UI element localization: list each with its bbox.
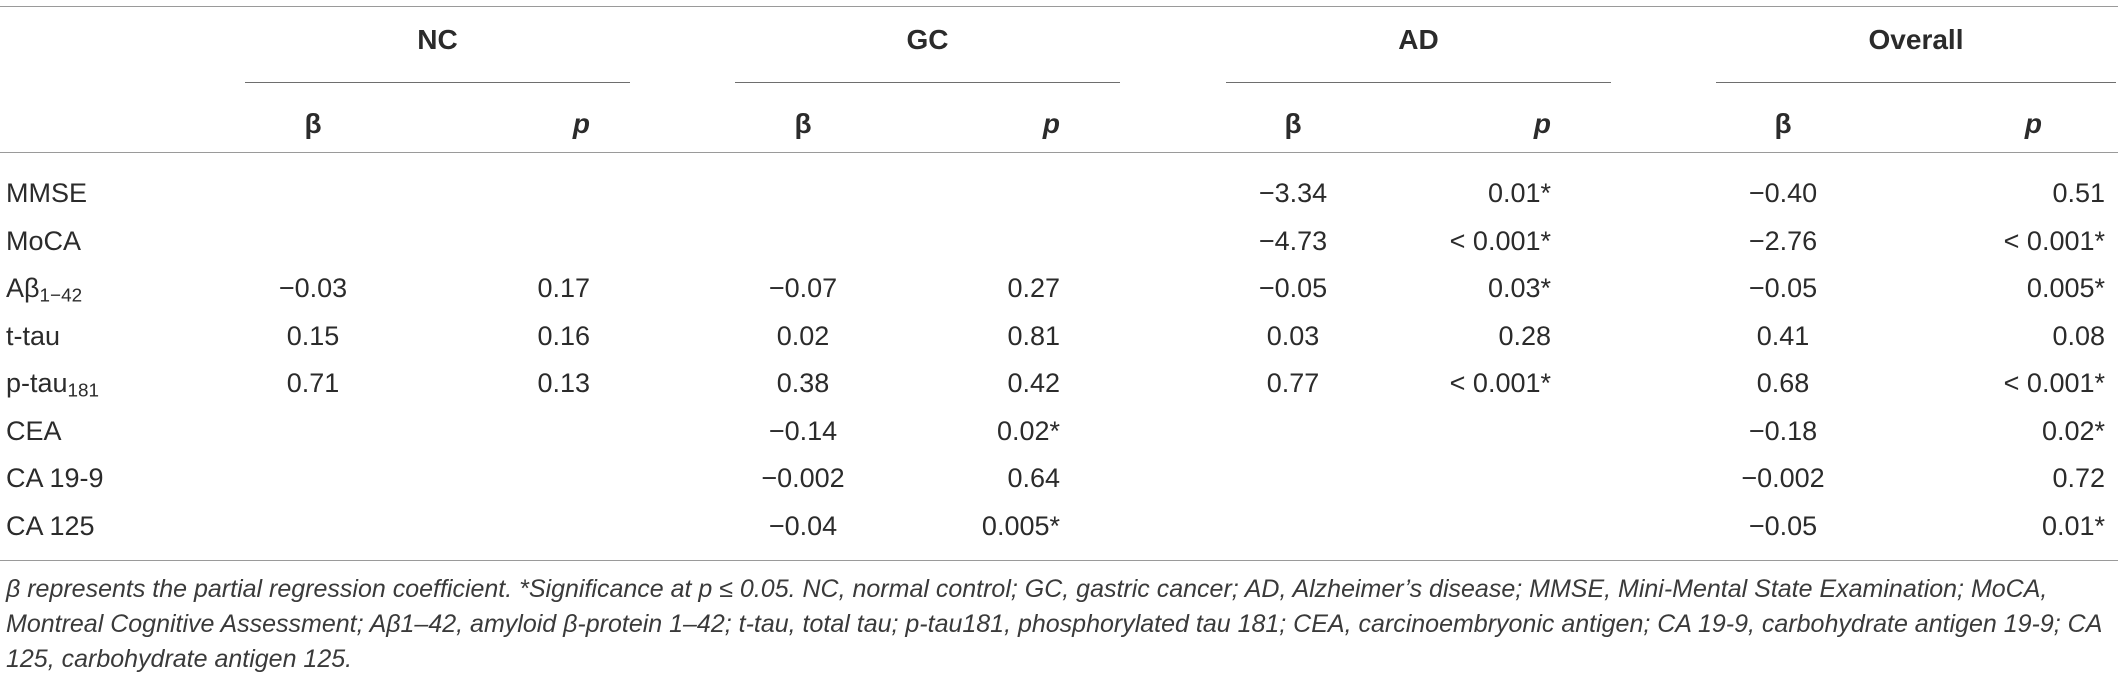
table-cell: 0.005* — [2026, 273, 2105, 303]
table-cell: 0.02* — [2041, 415, 2105, 446]
table-cell: 0.42 — [1007, 368, 1060, 398]
table-cell: 0.03 — [1266, 320, 1320, 351]
table-cell: −0.05 — [1258, 273, 1328, 303]
group-underline-overall — [1716, 82, 2116, 83]
table-cell: 0.03* — [1487, 273, 1551, 303]
group-header-nc: NC — [417, 24, 458, 55]
table-cell: 0.08 — [2052, 320, 2105, 351]
table-cell: 0.68 — [1756, 368, 1810, 398]
table-cell: < 0.001* — [1449, 368, 1551, 398]
table-cell: 0.01* — [2041, 510, 2105, 541]
table-cell: < 0.001* — [2003, 368, 2105, 398]
table-cell: −0.05 — [1748, 510, 1818, 541]
table-cell: 0.15 — [286, 320, 340, 351]
table-cell: 0.16 — [537, 320, 590, 351]
row-label: t-tau — [6, 320, 61, 351]
group-header-ad: AD — [1398, 24, 1439, 55]
col-header-p: p — [572, 108, 590, 139]
row-label: Aβ1−42 — [6, 273, 83, 307]
table-cell: −0.04 — [768, 510, 838, 541]
table-cell: −2.76 — [1748, 225, 1818, 256]
col-header-p: p — [1533, 108, 1551, 139]
table-cell: −0.14 — [768, 415, 838, 446]
table-cell: 0.41 — [1756, 320, 1810, 351]
col-header-beta: β — [1284, 108, 1302, 139]
table-cell: −0.18 — [1748, 415, 1818, 446]
table-cell: 0.02* — [996, 415, 1060, 446]
row-label: CA 125 — [6, 510, 95, 541]
col-header-p: p — [2024, 108, 2042, 139]
table-footnote: β represents the partial regression coef… — [6, 575, 2102, 673]
row-label: CEA — [6, 415, 62, 446]
table-cell: 0.28 — [1498, 320, 1551, 351]
table-cell: 0.38 — [776, 368, 830, 398]
table-cell: < 0.001* — [1449, 225, 1551, 256]
table-cell: −4.73 — [1258, 225, 1328, 256]
group-underline-gc — [735, 82, 1120, 83]
group-underline-nc — [245, 82, 630, 83]
table-cell: 0.13 — [537, 368, 590, 398]
col-header-p: p — [1042, 108, 1060, 139]
group-underline-ad — [1226, 82, 1611, 83]
col-header-beta: β — [794, 108, 812, 139]
row-label: CA 19-9 — [6, 463, 104, 493]
table-cell: 0.02 — [776, 320, 830, 351]
header-rule — [0, 152, 2118, 153]
table-cell: 0.01* — [1487, 178, 1551, 208]
row-label: MMSE — [6, 178, 87, 208]
table-cell: 0.81 — [1007, 320, 1060, 351]
col-header-beta: β — [304, 108, 322, 139]
table-cell: 0.72 — [2052, 463, 2105, 493]
table-cell: 0.27 — [1007, 273, 1060, 303]
table-cell: −0.002 — [1741, 463, 1825, 493]
table-cell: −0.002 — [761, 463, 845, 493]
group-header-overall: Overall — [1868, 24, 1964, 55]
table-cell: 0.71 — [286, 368, 340, 398]
table-cell: −3.34 — [1258, 178, 1328, 208]
table-cell: 0.64 — [1007, 463, 1060, 493]
top-rule — [0, 6, 2118, 7]
table-cell: −0.05 — [1748, 273, 1818, 303]
row-label: p-tau181 — [6, 368, 100, 402]
table-cell: 0.17 — [537, 273, 590, 303]
table-cell: 0.77 — [1266, 368, 1320, 398]
table-cell: −0.07 — [768, 273, 838, 303]
table-cell: −0.03 — [278, 273, 348, 303]
table-cell: −0.40 — [1748, 178, 1818, 208]
row-label: MoCA — [6, 225, 82, 256]
col-header-beta: β — [1774, 108, 1792, 139]
table-cell: < 0.001* — [2003, 225, 2105, 256]
group-header-gc: GC — [906, 24, 949, 55]
table-cell: 0.005* — [981, 510, 1060, 541]
bottom-rule — [0, 560, 2118, 561]
table-cell: 0.51 — [2052, 178, 2105, 208]
